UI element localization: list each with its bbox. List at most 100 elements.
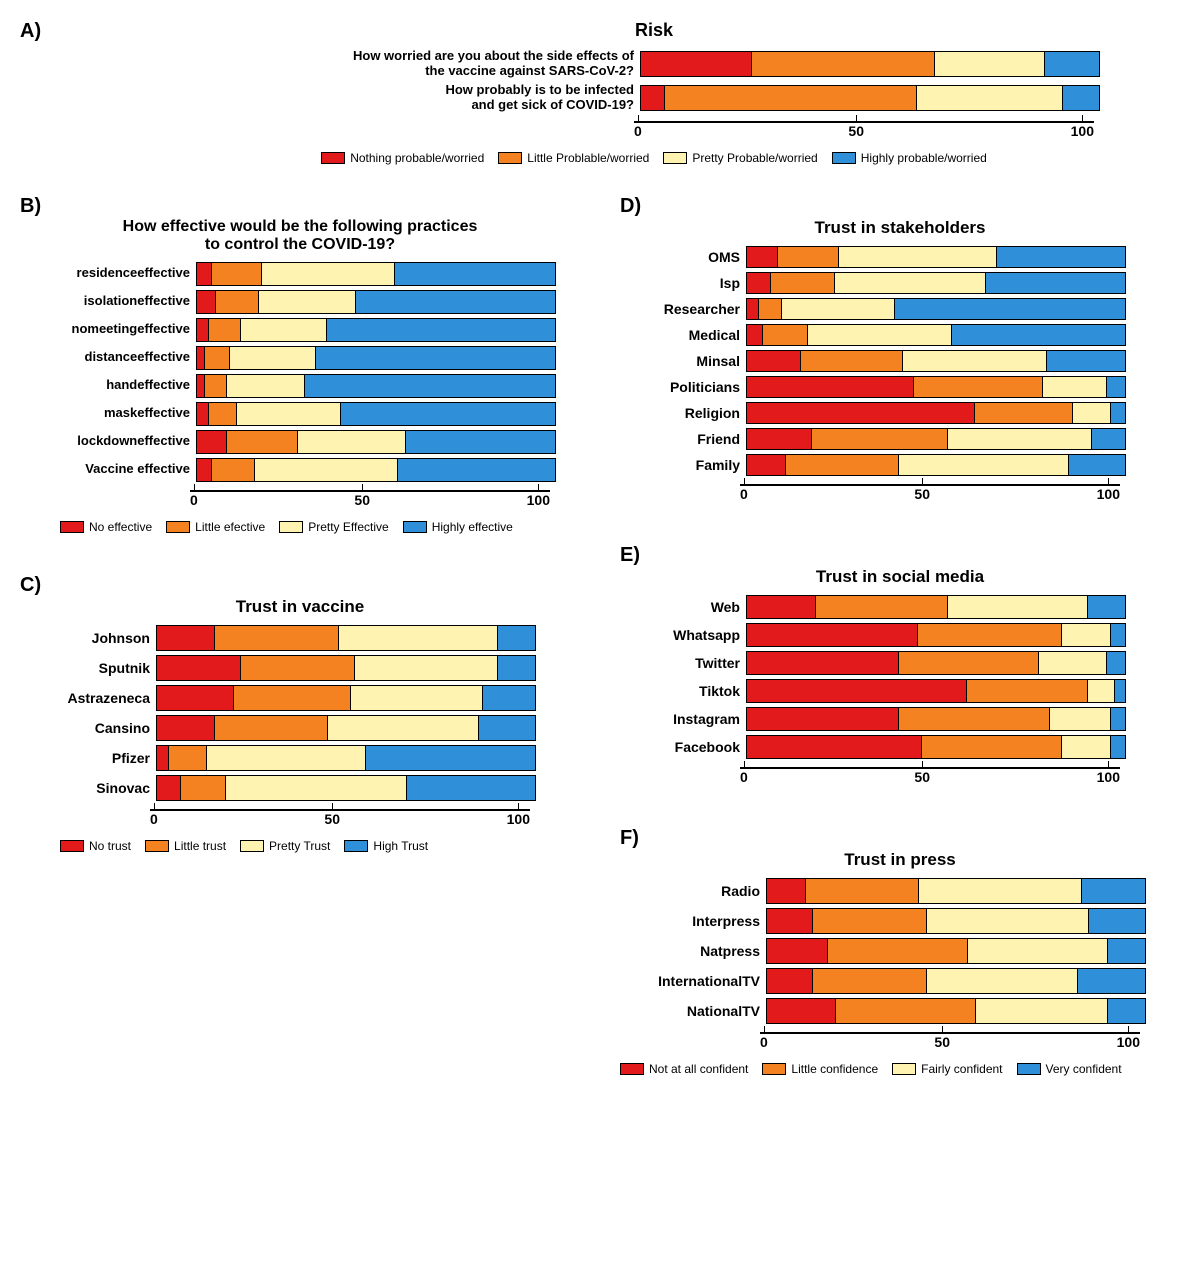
bar-segment — [157, 746, 168, 770]
legend-label: Little confidence — [791, 1062, 878, 1076]
stacked-bar — [746, 246, 1126, 268]
bar-segment — [1062, 86, 1099, 110]
bar-segment — [811, 429, 947, 449]
legend-swatch — [344, 840, 368, 852]
legend-label: Little trust — [174, 839, 226, 853]
chart-row: residenceeffective — [20, 262, 580, 286]
panel-c: C) Trust in vaccine JohnsonSputnikAstraz… — [20, 574, 580, 853]
bar-area — [746, 272, 1126, 294]
legend-swatch — [762, 1063, 786, 1075]
bar-area — [746, 707, 1126, 731]
bar-area — [766, 878, 1146, 904]
axis-row: 050100 — [620, 763, 1180, 785]
panel-c-label: C) — [20, 574, 580, 597]
bar-segment — [197, 375, 204, 397]
bar-segment — [1072, 403, 1110, 423]
chart-row: How probably is to be infectedand get si… — [204, 83, 1104, 113]
bar-segment — [180, 776, 225, 800]
stacked-bar — [766, 968, 1146, 994]
row-label: Pfizer — [20, 750, 156, 766]
legend-label: Very confident — [1046, 1062, 1122, 1076]
legend-item: Highly probable/worried — [832, 151, 987, 165]
bar-segment — [747, 455, 785, 475]
axis-row: 050100 — [204, 117, 1104, 139]
bar-segment — [747, 708, 898, 730]
bar-segment — [197, 263, 211, 285]
legend-b: No effective Little efective Pretty Effect… — [20, 520, 580, 534]
legend-label: No effective — [89, 520, 152, 534]
bar-segment — [767, 879, 805, 903]
stacked-bar — [746, 595, 1126, 619]
legend-label: Nothing probable/worried — [350, 151, 484, 165]
legend-swatch — [832, 152, 856, 164]
bar-area — [766, 998, 1146, 1024]
panel-e-label: E) — [620, 544, 1180, 567]
chart-row: Family — [620, 454, 1180, 476]
legend-right: Not at all confidentLittle confidenceFai… — [620, 1062, 1180, 1076]
row-label: Family — [620, 457, 746, 473]
bar-segment — [1068, 455, 1125, 475]
bar-segment — [838, 247, 997, 267]
stacked-bar — [640, 85, 1100, 111]
bar-segment — [1110, 403, 1125, 423]
bar-area — [746, 623, 1126, 647]
stacked-bar — [156, 745, 536, 771]
row-label: Twitter — [620, 655, 746, 671]
bar-segment — [197, 431, 226, 453]
axis-tick: 50 — [914, 769, 930, 785]
bar-area — [156, 775, 536, 801]
bar-segment — [785, 455, 898, 475]
stacked-bar — [746, 350, 1126, 372]
stacked-bar — [156, 625, 536, 651]
panel-f: F) Trust in press RadioInterpressNatpres… — [620, 827, 1180, 1076]
legend-swatch — [60, 840, 84, 852]
panel-e-title: Trust in social media — [620, 567, 1180, 587]
chart-row: Web — [620, 595, 1180, 619]
stacked-bar — [746, 735, 1126, 759]
legend-label: Little efective — [195, 520, 265, 534]
bar-segment — [807, 325, 951, 345]
chart-row: lockdowneffective — [20, 430, 580, 454]
axis-row: 050100 — [20, 486, 580, 508]
legend-swatch — [663, 152, 687, 164]
bar-area — [746, 350, 1126, 372]
bar-segment — [747, 596, 815, 618]
row-label: Astrazeneca — [20, 690, 156, 706]
bar-segment — [835, 999, 975, 1023]
row-label: How probably is to be infectedand get si… — [204, 83, 640, 113]
stacked-bar — [766, 998, 1146, 1024]
row-label: OMS — [620, 249, 746, 265]
bar-segment — [747, 680, 966, 702]
stacked-bar — [196, 262, 556, 286]
bar-segment — [157, 716, 214, 740]
stacked-bar — [746, 428, 1126, 450]
bar-segment — [747, 351, 800, 371]
stacked-bar — [746, 272, 1126, 294]
chart-row: Vaccine effective — [20, 458, 580, 482]
row-label: nomeetingeffective — [20, 322, 196, 337]
bar-segment — [781, 299, 894, 319]
bar-segment — [482, 686, 535, 710]
axis-row: 050100 — [620, 480, 1180, 502]
chart-row: Cansino — [20, 715, 580, 741]
bar-area — [196, 318, 556, 342]
legend-swatch — [403, 521, 427, 533]
chart-a: How worried are you about the side effec… — [204, 47, 1104, 141]
row-label: Vaccine effective — [20, 462, 196, 477]
legend-label: Not at all confident — [649, 1062, 748, 1076]
bar-segment — [168, 746, 206, 770]
chart-d: OMSIspResearcherMedicalMinsalPoliticians… — [620, 244, 1180, 504]
legend-item: Pretty Effective — [279, 520, 388, 534]
bar-segment — [916, 86, 1063, 110]
legend-item: Little Problable/worried — [498, 151, 649, 165]
bar-segment — [762, 325, 807, 345]
bar-segment — [805, 879, 918, 903]
row-label: Whatsapp — [620, 627, 746, 643]
bar-segment — [197, 291, 215, 313]
bar-segment — [1091, 429, 1125, 449]
stacked-bar — [196, 402, 556, 426]
bar-segment — [1087, 596, 1125, 618]
bar-segment — [947, 429, 1091, 449]
row-label: Instagram — [620, 711, 746, 727]
bar-segment — [497, 656, 535, 680]
